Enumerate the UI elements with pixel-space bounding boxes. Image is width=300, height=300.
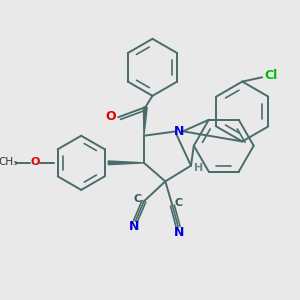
Text: CH₃: CH₃ — [0, 157, 18, 167]
Text: N: N — [174, 226, 185, 239]
Text: O: O — [106, 110, 116, 123]
Text: C: C — [174, 198, 182, 208]
Text: Cl: Cl — [265, 69, 278, 82]
Text: C: C — [134, 194, 142, 204]
Text: N: N — [129, 220, 139, 233]
Polygon shape — [108, 161, 144, 165]
Text: N: N — [174, 125, 185, 138]
Text: H: H — [194, 163, 204, 173]
Polygon shape — [143, 107, 147, 136]
Text: O: O — [30, 157, 39, 167]
